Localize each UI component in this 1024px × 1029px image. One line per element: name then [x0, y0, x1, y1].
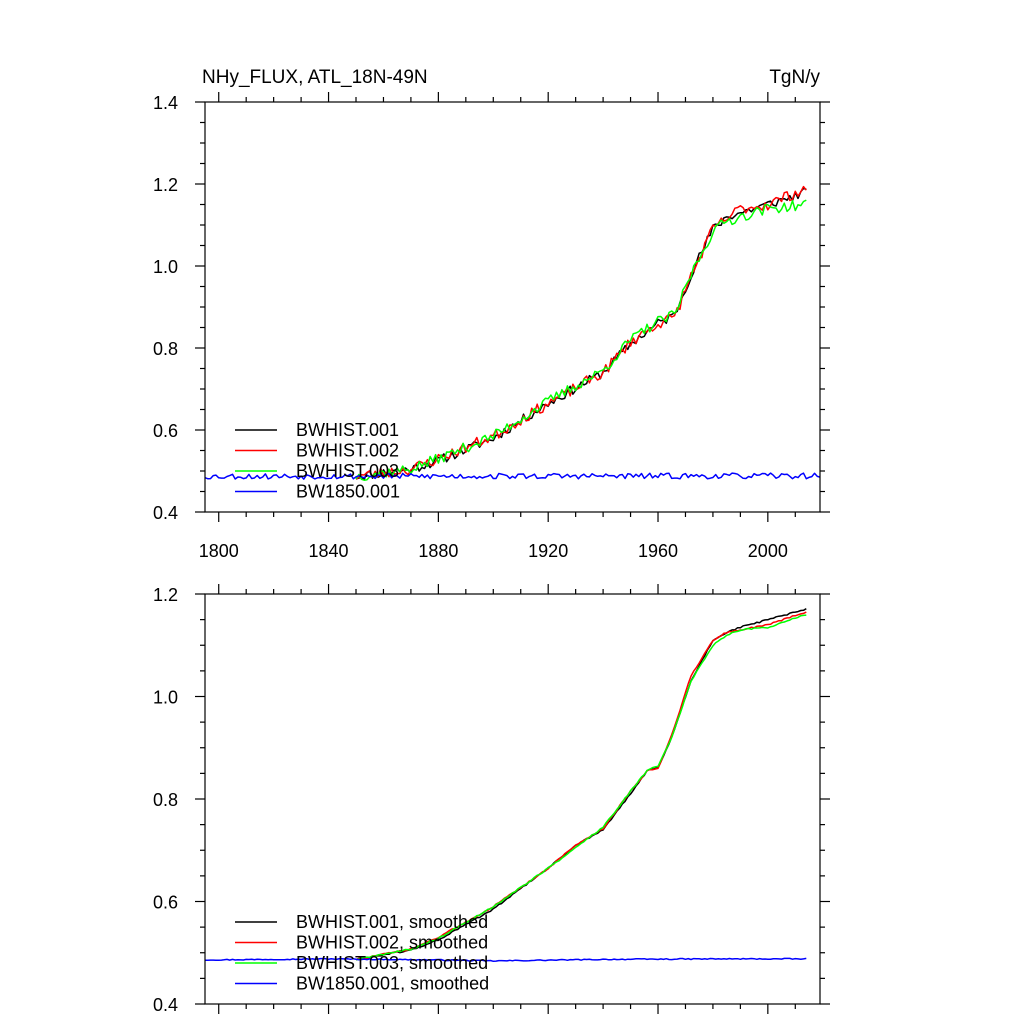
top-legend-label: BW1850.001: [296, 482, 400, 502]
top-series-line-1: [355, 187, 807, 481]
top-x-tick-label: 1960: [638, 541, 678, 561]
top-x-tick-label: 1920: [528, 541, 568, 561]
top-x-tick-label: 1800: [199, 541, 239, 561]
units-label: TgN/y: [769, 67, 820, 88]
top-series-line-4: [204, 472, 821, 480]
top-x-tick-label: 1840: [309, 541, 349, 561]
top-series-line-2: [355, 185, 807, 480]
bottom-y-tick-label: 0.4: [153, 995, 178, 1015]
top-legend-label: BWHIST.003: [296, 461, 399, 481]
bottom-legend-label: BWHIST.003, smoothed: [296, 953, 488, 973]
top-x-tick-label: 2000: [748, 541, 788, 561]
bottom-series-line-2: [355, 611, 807, 961]
top-x-tick-label: 1880: [418, 541, 458, 561]
top-y-tick-label: 0.6: [153, 421, 178, 441]
bottom-series-line-1: [355, 608, 807, 961]
top-y-tick-label: 1.2: [153, 175, 178, 195]
top-y-tick-label: 0.4: [153, 503, 178, 523]
top-series-line-3: [355, 199, 807, 481]
top-legend-label: BWHIST.001: [296, 420, 399, 440]
bottom-y-tick-label: 1.0: [153, 688, 178, 708]
bottom-y-tick-label: 0.8: [153, 790, 178, 810]
top-panel: 1800 1840 1880 1920 1960 2000 0.4 0.6 0.8 1.0 1.2 1…: [153, 92, 830, 561]
bottom-legend-label: BWHIST.002, smoothed: [296, 933, 488, 953]
bottom-series-line-4: [204, 957, 807, 963]
bottom-legend-label: BWHIST.001, smoothed: [296, 912, 488, 932]
top-y-tick-label: 1.4: [153, 93, 178, 113]
bottom-y-tick-label: 1.2: [153, 585, 178, 605]
bottom-legend-label: BW1850.001, smoothed: [296, 974, 489, 994]
chart-title: NHy_FLUX, ATL_18N-49N: [202, 67, 428, 88]
top-y-tick-label: 0.8: [153, 339, 178, 359]
bottom-y-tick-label: 0.6: [153, 893, 178, 913]
bottom-series-line-3: [355, 614, 807, 961]
top-y-tick-label: 1.0: [153, 257, 178, 277]
top-legend-label: BWHIST.002: [296, 441, 399, 461]
